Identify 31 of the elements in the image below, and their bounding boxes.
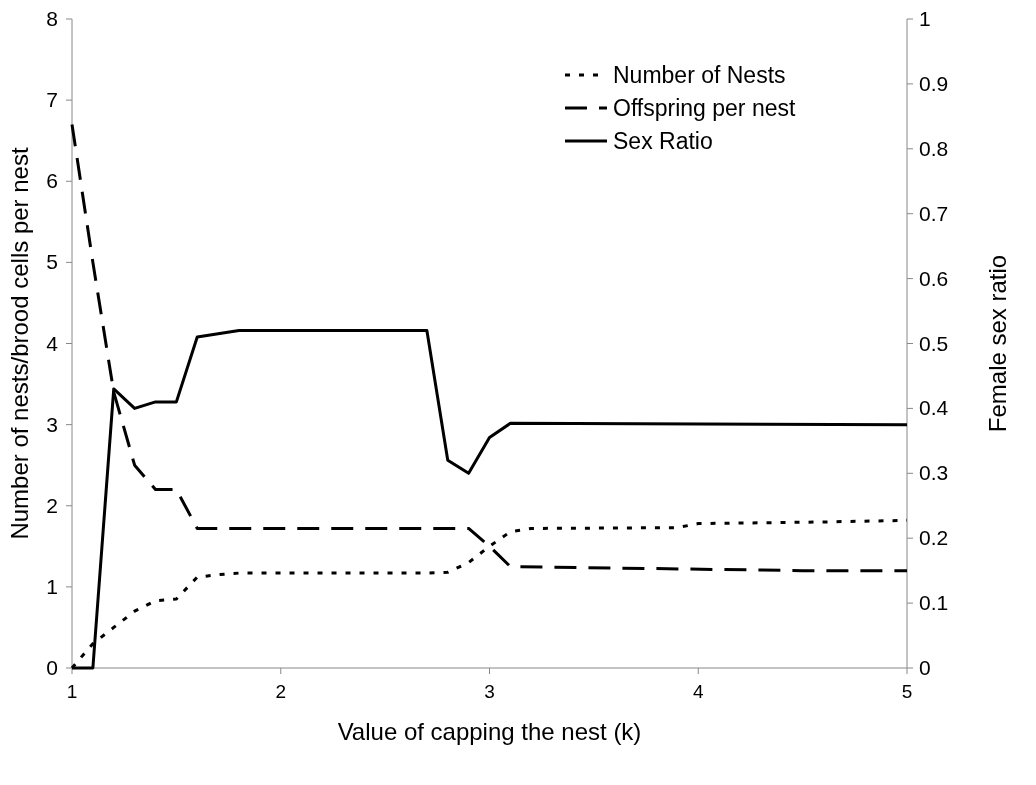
x-tick-label: 5 (901, 681, 913, 702)
legend-label: Offspring per nest (613, 95, 796, 121)
y2-tick-label: 0.7 (919, 201, 949, 225)
y-tick-label: 5 (46, 250, 58, 274)
y2-tick-label: 0.1 (919, 591, 949, 615)
legend-label: Number of Nests (613, 62, 786, 88)
y2-tick-label: 0.2 (919, 526, 949, 550)
y2-tick-label: 0.8 (919, 136, 949, 160)
y2-axis-title: Female sex ratio (984, 254, 1011, 433)
x-axis-title: Value of capping the nest (k) (337, 718, 642, 745)
x-tick-label: 1 (66, 681, 78, 702)
y2-tick-label: 0 (919, 656, 931, 679)
y-tick-label: 3 (46, 412, 58, 436)
x-tick-label: 4 (692, 681, 704, 702)
y-axis-title: Number of nests/brood cells per nest (6, 147, 33, 540)
y2-tick-label: 0.9 (919, 71, 949, 95)
y-tick-label: 1 (46, 574, 58, 598)
y-tick-label: 8 (46, 7, 58, 30)
y-tick-label: 4 (46, 331, 59, 355)
y-tick-label: 0 (46, 656, 58, 679)
y-tick-label: 7 (46, 88, 58, 112)
y-tick-label: 2 (46, 493, 58, 517)
x-tick-label: 3 (484, 681, 495, 702)
y-tick-label: 6 (46, 169, 58, 193)
y2-tick-label: 0.4 (919, 396, 949, 420)
y2-tick-label: 1 (919, 7, 931, 30)
y2-tick-label: 0.5 (919, 331, 949, 355)
x-tick-label: 2 (275, 681, 287, 702)
legend-label: Sex Ratio (613, 128, 713, 154)
y2-tick-label: 0.3 (919, 461, 949, 485)
y2-tick-label: 0.6 (919, 266, 949, 290)
